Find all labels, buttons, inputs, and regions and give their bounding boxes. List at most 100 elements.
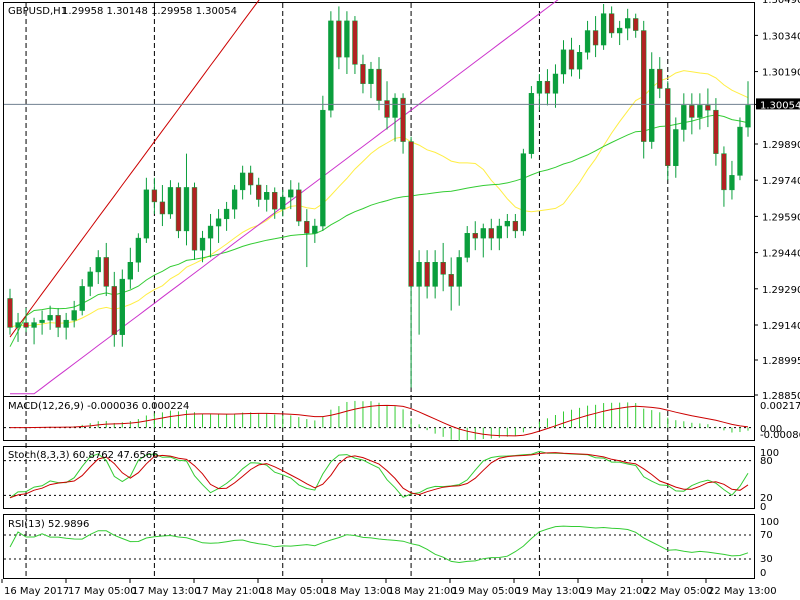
candle: [360, 54, 366, 94]
current-price-tag: [756, 98, 800, 110]
macd-series: [4, 400, 754, 441]
macd-axis-bottom: -0.000861: [760, 430, 800, 441]
candle: [39, 310, 45, 335]
candle-body: [239, 172, 246, 191]
candle: [472, 221, 478, 251]
rsi-level-100: 100: [760, 517, 779, 528]
stoch-level-20: 20: [760, 493, 773, 504]
rsi-label: RSI(13) 52.9896: [8, 519, 89, 530]
candle: [496, 218, 502, 251]
candle: [328, 11, 334, 118]
candle-body: [296, 189, 302, 222]
candle-body: [103, 257, 109, 287]
candle-body: [264, 192, 270, 200]
ma-magenta-line: [10, 0, 559, 395]
candle-body: [384, 100, 390, 118]
price-tick-label: 1.29290: [762, 285, 800, 296]
candle-body: [448, 274, 454, 287]
candle-body: [705, 105, 711, 111]
rsi-level-70: 70: [760, 530, 773, 541]
candle: [79, 279, 85, 316]
candle: [143, 177, 150, 243]
candle: [633, 13, 639, 38]
candle-body: [272, 192, 278, 210]
candle-body: [320, 109, 326, 227]
candle-body: [159, 201, 166, 215]
stoch-signal-line: [9, 452, 749, 499]
candle-body: [456, 257, 462, 287]
candle: [167, 180, 174, 219]
candle-body: [127, 262, 133, 280]
stochastic-series: [4, 450, 754, 499]
price-tick-label: 1.28850: [762, 391, 800, 402]
rsi-series: [4, 525, 754, 564]
candle: [512, 213, 519, 239]
candle: [223, 201, 230, 231]
candle-body: [95, 257, 101, 273]
price-tick-label: 1.29890: [762, 140, 800, 151]
candle-body: [256, 184, 262, 200]
candle: [336, 6, 342, 70]
rsi-panel[interactable]: [3, 514, 755, 579]
candle: [231, 185, 238, 219]
candlestick-series: [7, 4, 751, 388]
stoch-level-100: 100: [760, 448, 779, 459]
stoch-level-80: 80: [760, 456, 773, 467]
candle-body: [312, 225, 318, 234]
candle: [119, 269, 125, 347]
candle-body: [15, 322, 21, 328]
candle-body: [280, 196, 286, 210]
candle: [448, 257, 454, 311]
candle-body: [336, 20, 342, 58]
candle-body: [352, 20, 358, 65]
candle: [657, 57, 663, 99]
candle-body: [488, 228, 494, 239]
time-tick-label: 17 May 05:00: [68, 586, 137, 597]
candle-body: [633, 18, 639, 31]
candle-body: [673, 129, 679, 166]
candle: [151, 177, 158, 214]
time-tick-label: 22 May 13:00: [708, 586, 777, 597]
candle: [288, 180, 294, 210]
macd-label: MACD(12,26,9) -0.000036 0.000224: [8, 401, 189, 412]
candle: [480, 223, 486, 258]
candle-body: [544, 80, 551, 94]
symbol-title: GBPUSD,H1: [8, 6, 67, 17]
stoch-label: Stoch(8,3,3) 60.8762 47.6566: [8, 450, 159, 461]
candle-body: [167, 187, 174, 215]
candle-body: [713, 109, 719, 154]
candle: [705, 88, 711, 128]
candle: [625, 8, 631, 41]
candle-body: [424, 262, 430, 287]
macd-axis-zero: 0.00: [760, 424, 782, 435]
candle-body: [721, 153, 727, 191]
price-axis: 1.30490 1.30340 1.30190 1.30054 1.29890 1.297…: [754, 0, 800, 402]
candle-body: [440, 262, 446, 275]
candle-body: [689, 105, 695, 118]
candle: [424, 250, 430, 299]
candle: [191, 182, 198, 260]
candle: [616, 20, 623, 46]
candle: [296, 182, 302, 227]
candle: [681, 93, 687, 142]
candle-body: [729, 175, 735, 191]
time-tick-label: 16 May 2017: [4, 586, 69, 597]
candle-body: [23, 322, 29, 328]
moving-averages: [9, 0, 749, 395]
rsi-level-0: 0: [760, 568, 766, 579]
candle: [488, 218, 494, 251]
candle: [568, 37, 575, 77]
candle-body: [376, 68, 382, 101]
candle-body: [416, 262, 422, 287]
candle-body: [520, 153, 527, 232]
candle-body: [63, 319, 69, 328]
candle: [352, 16, 358, 74]
candle: [55, 308, 61, 338]
rsi-line: [9, 525, 749, 564]
candle: [408, 136, 414, 388]
time-tick-label: 18 May 05:00: [260, 586, 329, 597]
candle-body: [665, 88, 671, 166]
price-tick-label: 1.28995: [762, 356, 800, 367]
rsi-level-30: 30: [760, 554, 773, 565]
